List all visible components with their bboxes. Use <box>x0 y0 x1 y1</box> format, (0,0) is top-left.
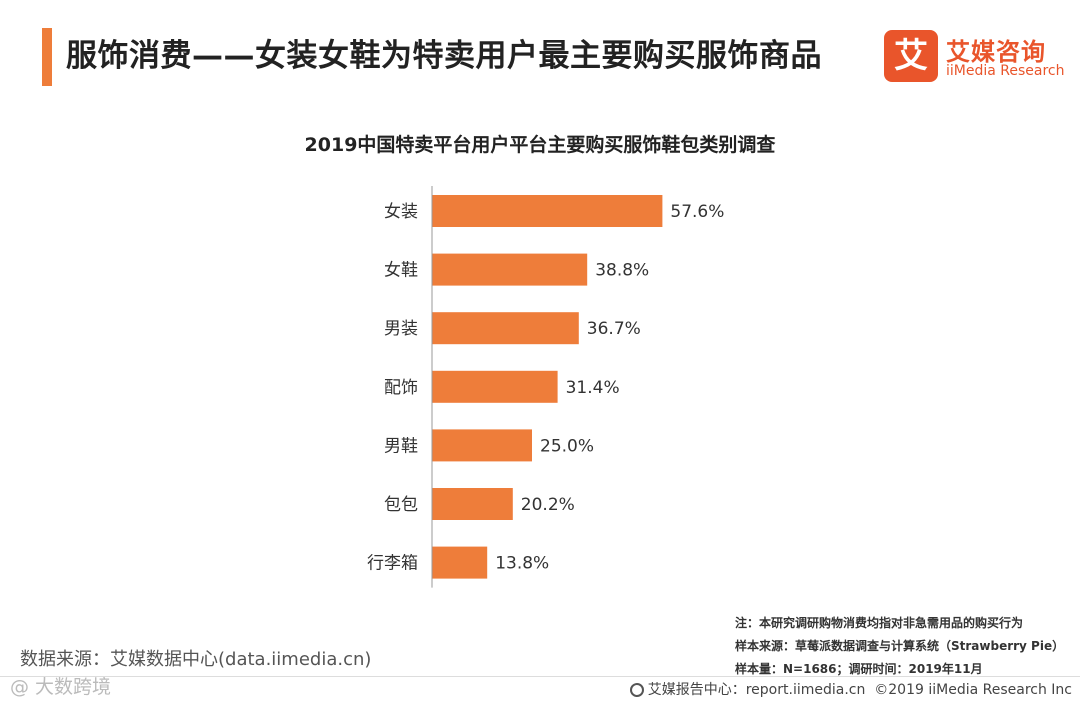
bar <box>432 429 532 462</box>
category-label: 配饰 <box>384 378 418 398</box>
category-label: 包包 <box>384 495 418 515</box>
logo-name-cn: 艾媒咨询 <box>946 38 1046 66</box>
page-title: 服饰消费——女装女鞋为特卖用户最主要购买服饰商品 <box>66 38 822 74</box>
globe-icon <box>629 683 644 697</box>
logo-mark: 艾 <box>884 30 938 82</box>
data-source: 数据来源：艾媒数据中心(data.iimedia.cn) <box>20 649 372 670</box>
logo-name-en: iiMedia Research <box>946 63 1065 79</box>
bar <box>432 195 663 227</box>
category-label: 行李箱 <box>367 554 418 574</box>
value-label: 20.2% <box>521 495 575 515</box>
footer-divider <box>0 676 1080 677</box>
bar <box>432 488 513 520</box>
title-accent-bar <box>42 28 52 86</box>
sample-source-text: 样本来源：草莓派数据调查与计算系统（Strawberry Pie） <box>735 639 1065 653</box>
value-label: 25.0% <box>540 436 594 456</box>
value-label: 13.8% <box>495 554 549 574</box>
note-text: 注：本研究调研购物消费均指对非急需用品的购买行为 <box>735 616 1024 630</box>
watermark: @ 大数跨境 <box>10 676 112 698</box>
value-label: 36.7% <box>587 319 641 339</box>
category-label: 男鞋 <box>384 436 418 456</box>
chart-title: 2019中国特卖平台用户平台主要购买服饰鞋包类别调查 <box>304 134 776 156</box>
category-label: 男装 <box>384 319 418 339</box>
copyright: ©2019 iiMedia Research Inc <box>874 682 1072 698</box>
value-label: 57.6% <box>670 202 724 222</box>
bar <box>432 546 488 579</box>
category-label: 女装 <box>384 202 418 222</box>
category-label: 女鞋 <box>384 261 418 281</box>
footer: 艾媒报告中心：report.iimedia.cn ©2019 iiMedia R… <box>629 679 1072 699</box>
bar <box>432 370 558 403</box>
brand-logo: 艾 艾媒咨询 iiMedia Research <box>884 30 1065 86</box>
value-label: 31.4% <box>566 378 620 398</box>
bar <box>432 253 588 286</box>
value-label: 38.8% <box>595 261 649 281</box>
report-center-link[interactable]: 艾媒报告中心：report.iimedia.cn <box>647 682 866 698</box>
bar-chart: 女装 57.6% 女鞋 38.8% 男装 36.7% 配饰 31.4% 男鞋 25.0% 包包 20.… <box>367 186 724 588</box>
bar <box>432 312 579 345</box>
sample-size-text: 样本量：N=1686；调研时间：2019年11月 <box>735 662 983 676</box>
